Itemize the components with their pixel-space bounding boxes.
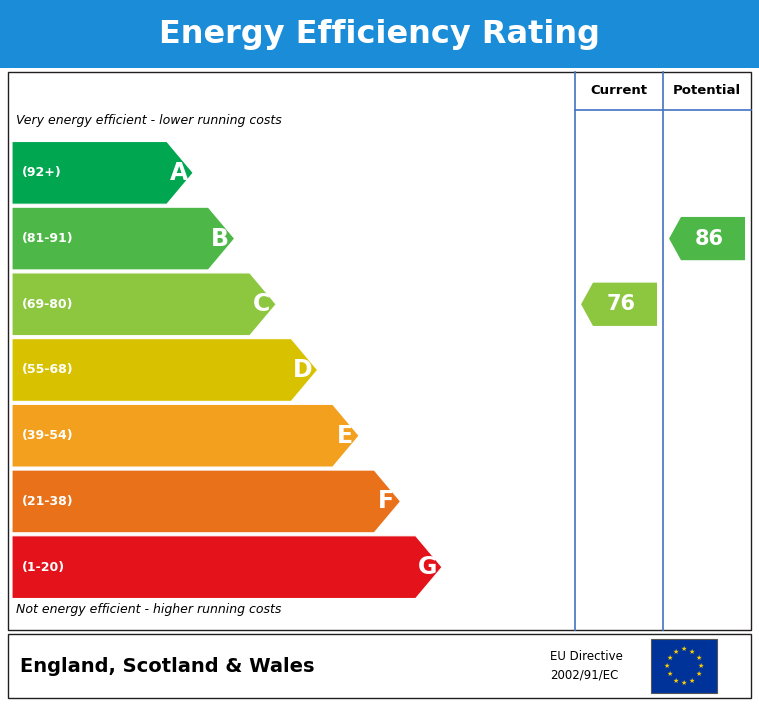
Text: ★: ★ (672, 678, 679, 683)
Text: (21-38): (21-38) (22, 495, 74, 508)
Text: ★: ★ (664, 663, 670, 669)
Text: ★: ★ (689, 649, 695, 654)
Text: ★: ★ (681, 646, 687, 652)
Text: D: D (293, 358, 313, 382)
Bar (8, 72, 751, 630)
Text: F: F (378, 489, 394, 513)
Text: ★: ★ (666, 654, 672, 661)
Text: (92+): (92+) (22, 167, 61, 179)
Text: ★: ★ (695, 671, 701, 677)
Text: Very energy efficient - lower running costs: Very energy efficient - lower running co… (16, 114, 282, 127)
Text: (55-68): (55-68) (22, 364, 74, 376)
Text: Potential: Potential (673, 85, 741, 97)
Text: (39-54): (39-54) (22, 429, 74, 442)
Bar (650, 639, 716, 693)
Text: 86: 86 (694, 229, 723, 249)
Polygon shape (668, 216, 746, 261)
Text: A: A (169, 161, 187, 185)
Text: E: E (336, 424, 353, 448)
Text: (1-20): (1-20) (22, 561, 65, 574)
Text: ★: ★ (689, 678, 695, 683)
Text: ★: ★ (695, 654, 701, 661)
Text: Current: Current (591, 85, 647, 97)
Bar (0, 0, 759, 68)
Text: C: C (253, 292, 270, 316)
Text: B: B (211, 227, 229, 251)
Polygon shape (581, 282, 658, 327)
Text: ★: ★ (672, 649, 679, 654)
Polygon shape (12, 339, 317, 401)
Polygon shape (12, 273, 276, 335)
Text: EU Directive
2002/91/EC: EU Directive 2002/91/EC (550, 650, 623, 681)
Text: (81-91): (81-91) (22, 232, 74, 245)
Text: ★: ★ (666, 671, 672, 677)
Polygon shape (12, 470, 401, 533)
Text: G: G (418, 555, 437, 579)
Text: (69-80): (69-80) (22, 298, 74, 311)
Polygon shape (12, 536, 442, 599)
Polygon shape (12, 208, 235, 270)
Text: 76: 76 (606, 294, 635, 314)
Text: Energy Efficiency Rating: Energy Efficiency Rating (159, 18, 600, 49)
Text: ★: ★ (698, 663, 704, 669)
Text: England, Scotland & Wales: England, Scotland & Wales (20, 657, 314, 676)
Text: Not energy efficient - higher running costs: Not energy efficient - higher running co… (16, 603, 282, 616)
Polygon shape (12, 141, 194, 204)
Bar (8, 634, 751, 698)
Polygon shape (12, 405, 359, 467)
Text: ★: ★ (681, 680, 687, 686)
